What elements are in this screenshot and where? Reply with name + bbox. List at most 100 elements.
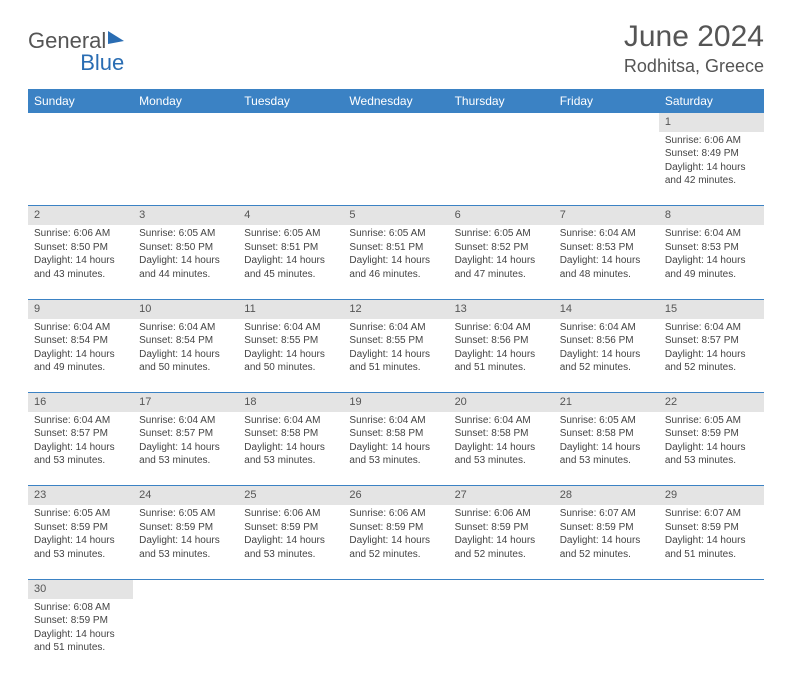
daylight-line2: and 53 minutes. <box>244 454 337 468</box>
day-cell: Sunrise: 6:05 AMSunset: 8:51 PMDaylight:… <box>238 225 343 299</box>
day-number <box>343 113 448 132</box>
daylight-line1: Daylight: 14 hours <box>560 441 653 455</box>
day-number: 19 <box>343 393 448 412</box>
day-cell <box>554 599 659 673</box>
daylight-line1: Daylight: 14 hours <box>34 348 127 362</box>
daynum-row: 2345678 <box>28 206 764 225</box>
daylight-line2: and 53 minutes. <box>560 454 653 468</box>
sunrise: Sunrise: 6:05 AM <box>349 227 442 241</box>
day-number: 14 <box>554 299 659 318</box>
daylight-line1: Daylight: 14 hours <box>665 534 758 548</box>
day-number <box>659 579 764 598</box>
day-number: 4 <box>238 206 343 225</box>
daylight-line1: Daylight: 14 hours <box>665 254 758 268</box>
day-cell: Sunrise: 6:04 AMSunset: 8:58 PMDaylight:… <box>238 412 343 486</box>
weekday-header: Thursday <box>449 89 554 113</box>
sunset: Sunset: 8:49 PM <box>665 147 758 161</box>
day-cell: Sunrise: 6:05 AMSunset: 8:59 PMDaylight:… <box>133 505 238 579</box>
daylight-line1: Daylight: 14 hours <box>349 348 442 362</box>
daylight-line1: Daylight: 14 hours <box>560 534 653 548</box>
sunset: Sunset: 8:59 PM <box>349 521 442 535</box>
day-cell: Sunrise: 6:05 AMSunset: 8:59 PMDaylight:… <box>28 505 133 579</box>
day-cell <box>238 599 343 673</box>
sunrise: Sunrise: 6:04 AM <box>139 414 232 428</box>
day-number: 2 <box>28 206 133 225</box>
day-cell: Sunrise: 6:06 AMSunset: 8:59 PMDaylight:… <box>238 505 343 579</box>
week-row: Sunrise: 6:04 AMSunset: 8:57 PMDaylight:… <box>28 412 764 486</box>
daynum-row: 23242526272829 <box>28 486 764 505</box>
day-cell: Sunrise: 6:05 AMSunset: 8:59 PMDaylight:… <box>659 412 764 486</box>
daylight-line2: and 42 minutes. <box>665 174 758 188</box>
location: Rodhitsa, Greece <box>624 56 764 77</box>
daylight-line2: and 53 minutes. <box>244 548 337 562</box>
day-number: 5 <box>343 206 448 225</box>
daylight-line2: and 52 minutes. <box>560 361 653 375</box>
sunset: Sunset: 8:59 PM <box>665 521 758 535</box>
sunrise: Sunrise: 6:04 AM <box>244 321 337 335</box>
day-cell <box>133 599 238 673</box>
day-cell: Sunrise: 6:06 AMSunset: 8:59 PMDaylight:… <box>343 505 448 579</box>
daylight-line1: Daylight: 14 hours <box>139 534 232 548</box>
day-number: 13 <box>449 299 554 318</box>
sunset: Sunset: 8:59 PM <box>455 521 548 535</box>
sunset: Sunset: 8:59 PM <box>34 521 127 535</box>
day-cell: Sunrise: 6:04 AMSunset: 8:56 PMDaylight:… <box>554 319 659 393</box>
day-cell: Sunrise: 6:05 AMSunset: 8:52 PMDaylight:… <box>449 225 554 299</box>
day-cell <box>133 132 238 206</box>
logo: GeneralBlue <box>28 20 124 74</box>
day-cell: Sunrise: 6:04 AMSunset: 8:54 PMDaylight:… <box>133 319 238 393</box>
day-cell: Sunrise: 6:04 AMSunset: 8:55 PMDaylight:… <box>238 319 343 393</box>
weekday-header: Wednesday <box>343 89 448 113</box>
daylight-line2: and 47 minutes. <box>455 268 548 282</box>
sunset: Sunset: 8:51 PM <box>349 241 442 255</box>
weekday-header: Tuesday <box>238 89 343 113</box>
sunrise: Sunrise: 6:04 AM <box>139 321 232 335</box>
sunset: Sunset: 8:56 PM <box>455 334 548 348</box>
daylight-line2: and 44 minutes. <box>139 268 232 282</box>
daylight-line1: Daylight: 14 hours <box>244 534 337 548</box>
daynum-row: 1 <box>28 113 764 132</box>
daylight-line1: Daylight: 14 hours <box>139 441 232 455</box>
daylight-line1: Daylight: 14 hours <box>34 254 127 268</box>
calendar-table: Sunday Monday Tuesday Wednesday Thursday… <box>28 89 764 673</box>
sunset: Sunset: 8:59 PM <box>139 521 232 535</box>
day-number: 11 <box>238 299 343 318</box>
day-number: 15 <box>659 299 764 318</box>
day-cell <box>449 599 554 673</box>
day-cell: Sunrise: 6:06 AMSunset: 8:49 PMDaylight:… <box>659 132 764 206</box>
sunset: Sunset: 8:55 PM <box>349 334 442 348</box>
sunrise: Sunrise: 6:07 AM <box>560 507 653 521</box>
daylight-line1: Daylight: 14 hours <box>455 441 548 455</box>
daylight-line2: and 49 minutes. <box>34 361 127 375</box>
day-number: 26 <box>343 486 448 505</box>
sunrise: Sunrise: 6:04 AM <box>244 414 337 428</box>
daylight-line1: Daylight: 14 hours <box>455 534 548 548</box>
weekday-header-row: Sunday Monday Tuesday Wednesday Thursday… <box>28 89 764 113</box>
sunrise: Sunrise: 6:04 AM <box>665 227 758 241</box>
sunset: Sunset: 8:58 PM <box>560 427 653 441</box>
sunrise: Sunrise: 6:05 AM <box>139 227 232 241</box>
day-cell: Sunrise: 6:04 AMSunset: 8:58 PMDaylight:… <box>343 412 448 486</box>
sunrise: Sunrise: 6:04 AM <box>455 414 548 428</box>
day-number <box>554 579 659 598</box>
sunset: Sunset: 8:50 PM <box>139 241 232 255</box>
day-cell: Sunrise: 6:04 AMSunset: 8:53 PMDaylight:… <box>659 225 764 299</box>
daylight-line1: Daylight: 14 hours <box>244 441 337 455</box>
sunrise: Sunrise: 6:05 AM <box>560 414 653 428</box>
daylight-line1: Daylight: 14 hours <box>349 441 442 455</box>
sunset: Sunset: 8:56 PM <box>560 334 653 348</box>
daylight-line1: Daylight: 14 hours <box>349 534 442 548</box>
day-cell <box>343 132 448 206</box>
sunrise: Sunrise: 6:06 AM <box>244 507 337 521</box>
day-cell: Sunrise: 6:05 AMSunset: 8:58 PMDaylight:… <box>554 412 659 486</box>
sunset: Sunset: 8:57 PM <box>665 334 758 348</box>
sunset: Sunset: 8:52 PM <box>455 241 548 255</box>
daylight-line1: Daylight: 14 hours <box>34 534 127 548</box>
day-number: 25 <box>238 486 343 505</box>
daylight-line2: and 51 minutes. <box>455 361 548 375</box>
daylight-line2: and 53 minutes. <box>665 454 758 468</box>
sunrise: Sunrise: 6:04 AM <box>665 321 758 335</box>
day-number <box>449 579 554 598</box>
day-cell <box>554 132 659 206</box>
daynum-row: 9101112131415 <box>28 299 764 318</box>
